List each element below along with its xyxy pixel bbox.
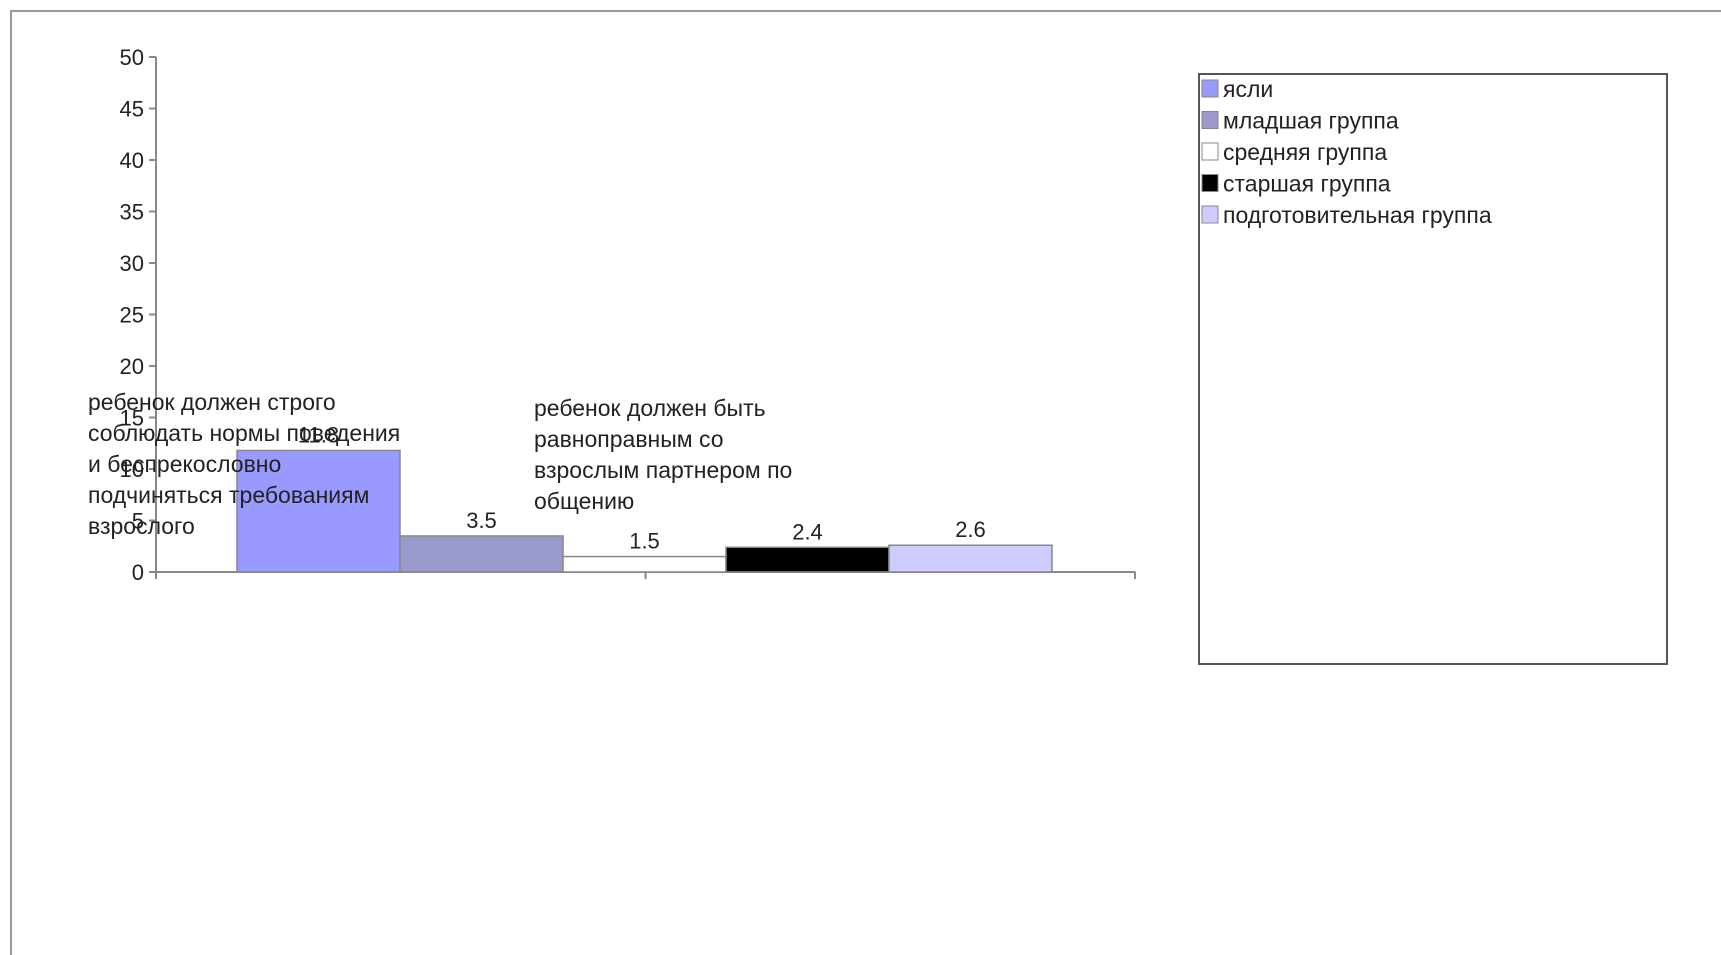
y-tick-label: 25 (120, 303, 144, 328)
category-label-line: и беспрекословно (88, 451, 281, 477)
legend-label: младшая группа (1223, 108, 1399, 134)
legend-swatch (1202, 80, 1218, 97)
legend-label: ясли (1223, 76, 1273, 102)
bar (563, 557, 726, 572)
y-tick-label: 30 (120, 251, 144, 276)
category-label-line: ребенок должен быть (534, 395, 766, 421)
category-label-line: подчиняться требованиям (88, 482, 369, 508)
category-label-line: ребенок должен строго (88, 389, 336, 415)
legend: ясли младшая группа средняя группа старшая … (1199, 74, 1667, 664)
data-label: 2.4 (792, 519, 823, 544)
bar (889, 545, 1052, 572)
legend-swatch (1202, 175, 1218, 192)
data-label: 3.5 (466, 508, 497, 533)
data-label: 1.5 (629, 529, 660, 554)
category-label-line: общению (534, 488, 634, 514)
y-tick-label: 35 (120, 200, 144, 225)
y-tick-label: 0 (132, 560, 144, 585)
category-label-line: взрослым партнером по (534, 457, 792, 483)
category-label: ребенок должен быть равноправным со взросл… (534, 395, 792, 514)
data-label: 2.6 (955, 517, 986, 542)
legend-label: подготовительная группа (1223, 202, 1492, 228)
legend-swatch (1202, 143, 1218, 160)
legend-swatch (1202, 206, 1218, 223)
legend-label: старшая группа (1223, 171, 1391, 197)
bar (726, 547, 889, 572)
y-tick-label: 45 (120, 97, 144, 122)
bar (400, 536, 563, 572)
y-tick-label: 40 (120, 148, 144, 173)
category-label-line: соблюдать нормы поведения (88, 420, 400, 446)
legend-label: средняя группа (1223, 139, 1387, 165)
category-label-line: взрослого (88, 513, 195, 539)
legend-swatch (1202, 112, 1218, 129)
y-tick-label: 20 (120, 354, 144, 379)
category-label-line: равноправным со (534, 426, 724, 452)
y-tick-label: 50 (120, 45, 144, 70)
